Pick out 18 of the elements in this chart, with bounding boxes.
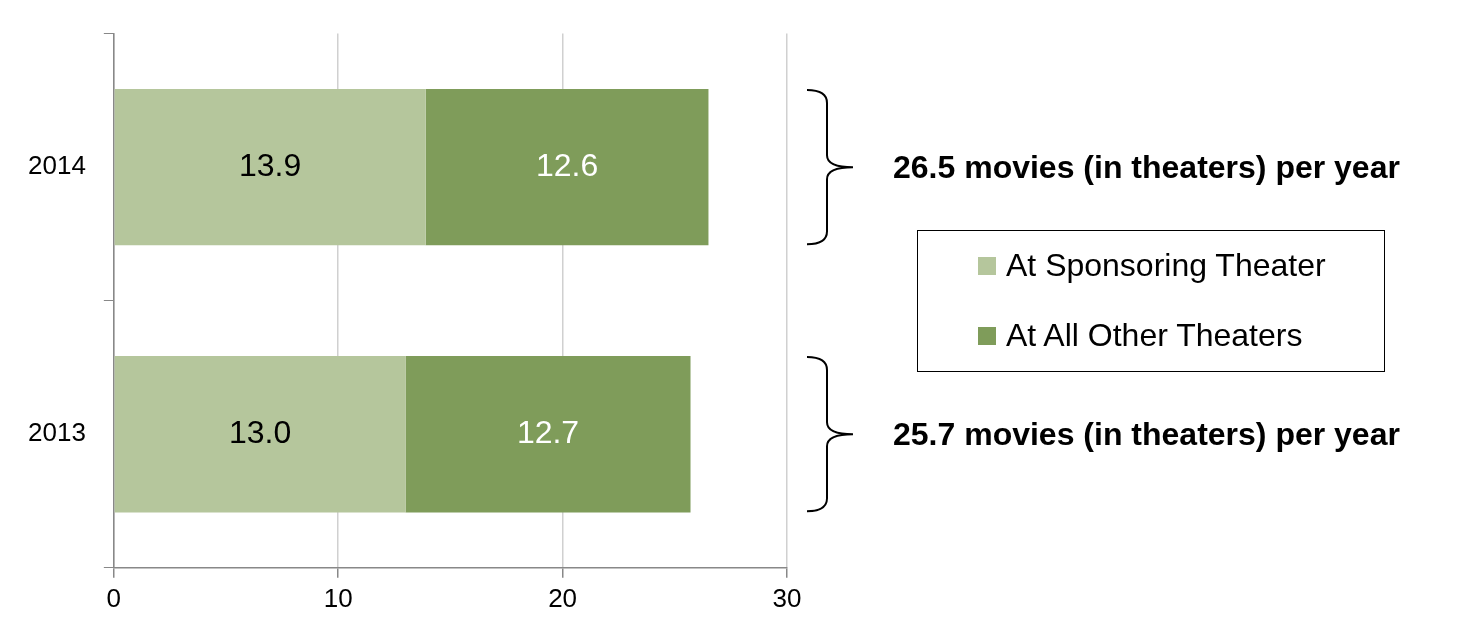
x-tick-label: 20 xyxy=(548,582,578,613)
text: 25.7 movies (in theaters) per year xyxy=(893,415,1400,453)
legend-label: At All Other Theaters xyxy=(1006,317,1303,355)
bar xyxy=(114,89,426,246)
bar xyxy=(425,89,709,246)
data-label: 13.9 xyxy=(239,146,302,183)
bar xyxy=(405,356,691,513)
text: 26.5 movies (in theaters) per year xyxy=(893,148,1400,186)
bar xyxy=(114,356,406,513)
y-tick-label: 2013 xyxy=(28,417,86,448)
data-label: 13.0 xyxy=(228,414,292,451)
x-tick-label: 30 xyxy=(772,582,802,613)
y-tick-label: 2014 xyxy=(28,150,86,181)
data-label: 12.7 xyxy=(516,414,580,451)
data-label: 12.6 xyxy=(535,146,599,183)
legend-label: At Sponsoring Theater xyxy=(1006,247,1326,285)
x-tick-label: 10 xyxy=(323,582,353,613)
x-tick-label: 0 xyxy=(106,582,122,613)
